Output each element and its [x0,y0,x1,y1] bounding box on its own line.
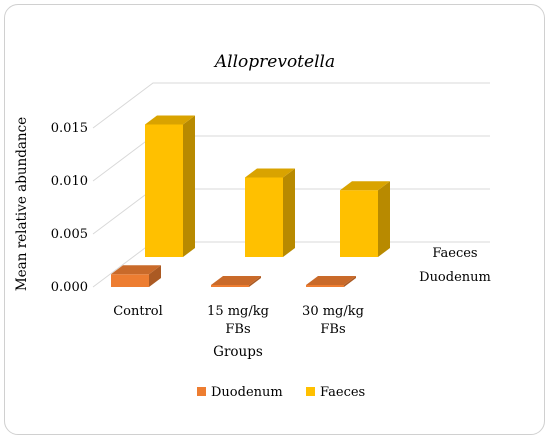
legend-item-duodenum: Duodenum [197,385,283,400]
y-axis-label: Mean relative abundance [14,117,30,291]
y-tick-labels: 0.000 0.005 0.010 0.015 [51,121,88,295]
bar-duodenum-1 [111,265,161,287]
y-tick-label: 0.015 [51,121,88,136]
bars [111,115,390,287]
y-tick-label: 0.005 [51,227,88,242]
bar-duodenum-3 [306,276,356,287]
depth-label-duodenum: Duodenum [419,270,491,285]
svg-text:Duodenum: Duodenum [211,385,283,400]
x-axis-label: Groups [213,344,263,360]
chart-title: Alloprevotella [213,52,335,72]
legend-item-faeces: Faeces [306,385,365,400]
bar-faeces-3 [340,181,390,257]
depth-label-faeces: Faeces [432,246,477,261]
category-label: 30 mg/kg FBs [302,304,364,337]
category-label: Control [113,304,163,319]
legend: Duodenum Faeces [197,385,365,400]
y-tick-label: 0.000 [51,280,88,295]
svg-text:Faeces: Faeces [320,385,365,400]
bar-duodenum-2 [211,276,261,287]
category-labels: Control 15 mg/kg FBs 30 mg/kg FBs [113,304,364,337]
depth-series-labels: Duodenum Faeces [419,246,491,285]
bar-faeces-1 [145,115,195,257]
bar-faeces-2 [245,168,295,257]
chart-frame [4,4,545,435]
y-tick-label: 0.010 [51,174,88,189]
gridline [92,82,490,129]
category-label: 15 mg/kg FBs [207,304,269,337]
